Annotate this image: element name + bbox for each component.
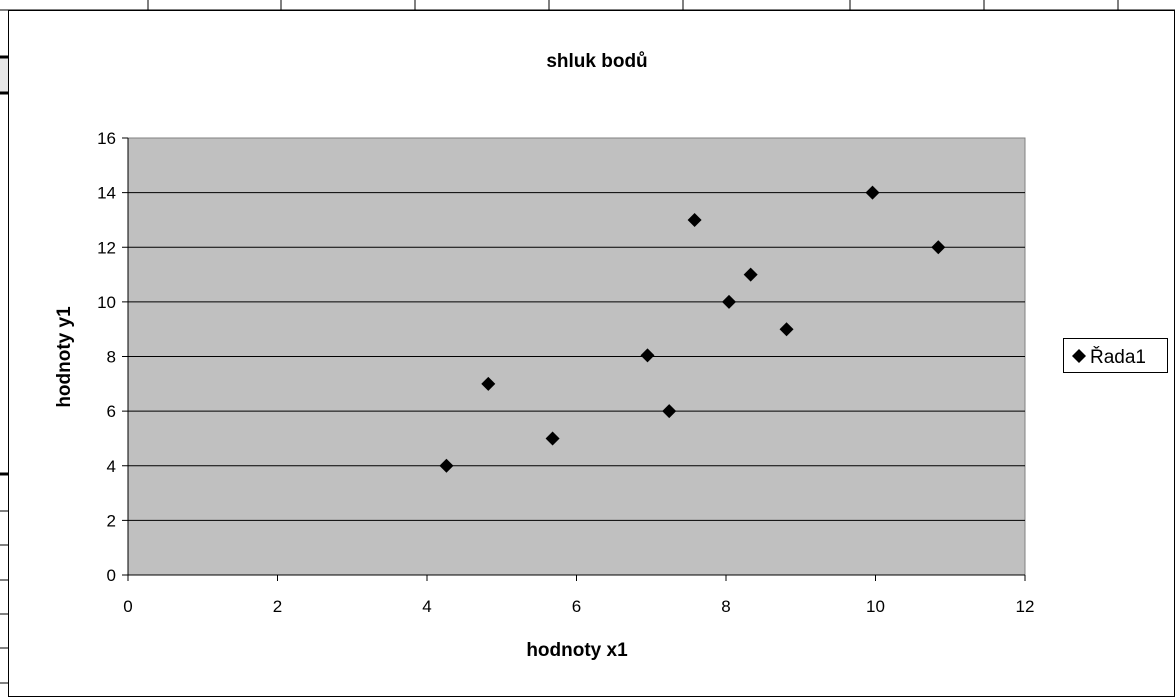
chart-title: shluk bodů: [546, 51, 647, 72]
y-tick-label: 10: [97, 293, 116, 312]
data-point-diamond: [545, 431, 560, 446]
y-tick-label: 14: [97, 184, 116, 203]
legend-entry-label: Řada1: [1090, 346, 1146, 368]
data-point-diamond: [865, 185, 880, 200]
y-tick-label: 0: [107, 566, 116, 585]
y-axis-label: hodnoty y1: [54, 306, 75, 408]
x-axis-label: hodnoty x1: [526, 640, 628, 661]
x-tick-label: 8: [721, 597, 730, 616]
y-tick-label: 12: [97, 238, 116, 257]
y-tick-label: 16: [97, 129, 116, 148]
legend: Řada1: [1063, 338, 1168, 373]
x-axis-ticks: 0 2 4 6 8 10 12: [123, 575, 1034, 616]
y-tick-label: 4: [107, 457, 116, 476]
data-point-diamond: [481, 376, 496, 391]
x-tick-label: 10: [866, 597, 885, 616]
x-tick-label: 6: [572, 597, 581, 616]
x-tick-label: 12: [1016, 597, 1035, 616]
y-tick-label: 8: [107, 348, 116, 367]
data-point-diamond: [640, 348, 655, 363]
y-tick-label: 2: [107, 511, 116, 530]
data-point-diamond: [743, 267, 758, 282]
data-point-diamond: [931, 240, 946, 255]
data-point-diamond: [779, 322, 794, 337]
data-points: [439, 185, 946, 473]
x-tick-label: 4: [422, 597, 431, 616]
data-point-diamond: [439, 458, 454, 473]
x-tick-label: 0: [123, 597, 132, 616]
data-point-diamond: [687, 212, 702, 227]
data-point-diamond: [662, 404, 677, 419]
data-point-diamond: [721, 294, 736, 309]
y-axis-ticks: 0 2 4 6 8 10 12 14 16: [97, 129, 128, 585]
legend-diamond-icon: [1072, 349, 1086, 363]
x-tick-label: 2: [273, 597, 282, 616]
y-tick-label: 6: [107, 402, 116, 421]
gridlines: [128, 192, 1025, 521]
